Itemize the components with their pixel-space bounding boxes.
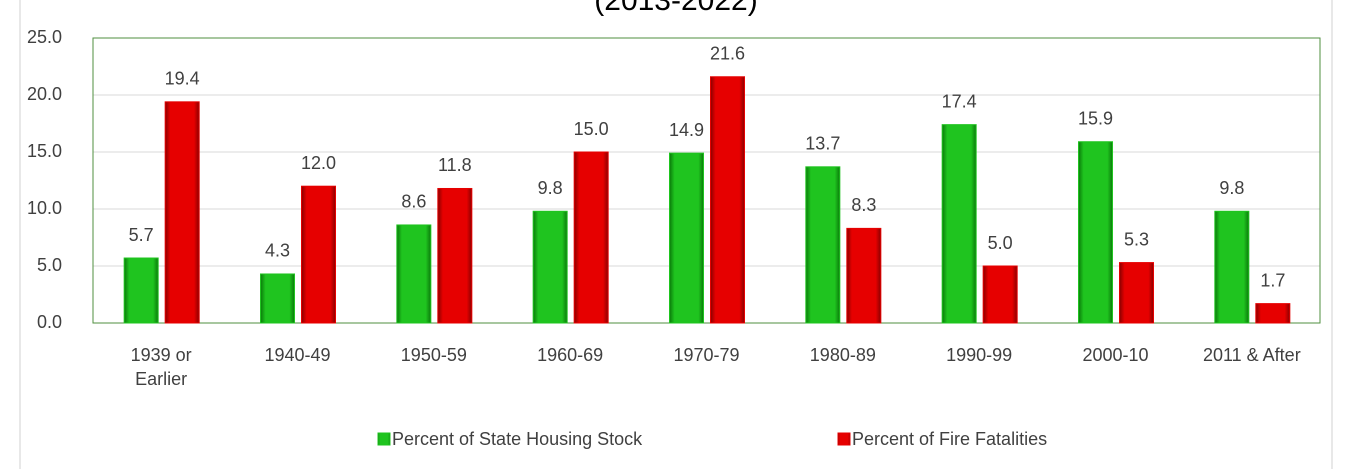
y-tick-label: 0.0: [37, 312, 62, 332]
data-label: 5.3: [1124, 229, 1149, 249]
data-label: 21.6: [710, 44, 745, 64]
y-tick-label: 25.0: [27, 27, 62, 47]
bar: [532, 210, 568, 324]
y-tick-label: 20.0: [27, 84, 62, 104]
bar: [164, 101, 200, 324]
bar: [437, 187, 473, 324]
bar: [805, 166, 841, 324]
data-label: 9.8: [538, 178, 563, 198]
bar: [260, 273, 295, 324]
bar: [301, 185, 336, 324]
bar: [982, 265, 1018, 324]
data-label: 13.7: [805, 134, 840, 154]
bar: [710, 76, 745, 324]
y-tick-label: 15.0: [27, 141, 62, 161]
bar: [1214, 210, 1250, 324]
chart-title: (2013-2022): [594, 0, 757, 17]
data-label: 11.8: [438, 155, 472, 175]
data-label: 12.0: [301, 153, 336, 173]
legend-label: Percent of Fire Fatalities: [852, 429, 1047, 449]
y-tick-label: 5.0: [37, 255, 62, 275]
bar: [669, 152, 704, 324]
x-tick-label: 1940-49: [264, 345, 331, 365]
x-tick-label: 2011 & After: [1202, 345, 1301, 365]
data-label: 5.0: [988, 233, 1013, 253]
data-label: 4.3: [265, 241, 290, 261]
data-label: 9.8: [1219, 178, 1244, 198]
bar: [1078, 141, 1113, 324]
x-tick-label: 1980-89: [809, 345, 876, 365]
plot-border: [92, 37, 1321, 324]
bar: [846, 227, 882, 324]
bar: [396, 224, 432, 324]
data-label: 19.4: [165, 69, 200, 89]
data-label: 17.4: [942, 91, 977, 111]
x-tick-label: 2000-10: [1082, 345, 1149, 365]
x-tick-label: 1950-59: [400, 345, 467, 365]
legend-swatch: [837, 432, 851, 446]
legend-label: Percent of State Housing Stock: [392, 429, 643, 449]
data-label: 1.7: [1260, 270, 1285, 290]
x-tick-label: 1939 or Earlier: [130, 345, 192, 389]
x-tick-label: 1990-99: [946, 345, 1013, 365]
y-tick-label: 10.0: [27, 198, 62, 218]
data-label: 15.9: [1078, 108, 1113, 128]
bar: [123, 257, 159, 324]
legend-swatch: [377, 432, 391, 446]
data-label: 8.6: [401, 192, 426, 212]
data-label: 15.0: [574, 119, 609, 139]
data-label: 14.9: [669, 120, 704, 140]
x-tick-label: 1970-79: [673, 345, 740, 365]
chart-frame: [19, 0, 1333, 469]
data-label: 5.7: [129, 225, 154, 245]
bar: [941, 124, 977, 324]
x-tick-label: 1960-69: [537, 345, 604, 365]
bar: [573, 151, 609, 324]
bar: [1255, 303, 1291, 324]
data-label: 8.3: [851, 195, 876, 215]
bar: [1119, 262, 1154, 324]
